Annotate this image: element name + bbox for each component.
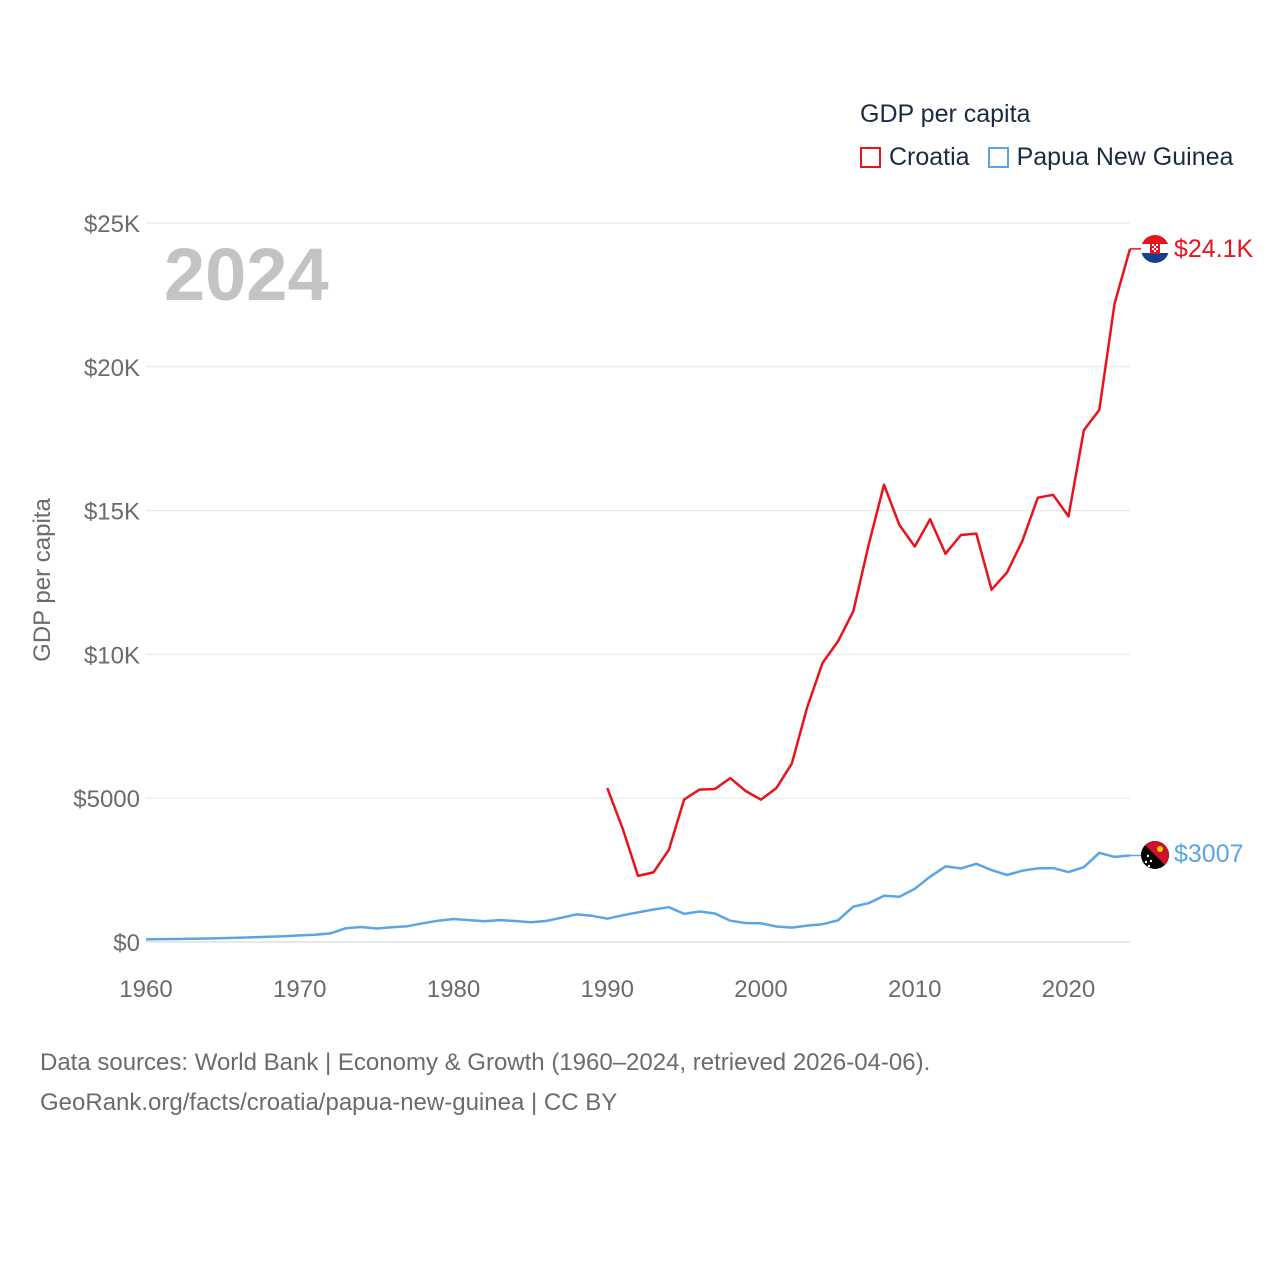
x-tick-label: 2000	[734, 976, 787, 1003]
legend-swatch-croatia	[860, 147, 881, 168]
y-tick-label: $0	[113, 930, 140, 957]
x-tick-label: 1960	[119, 976, 172, 1003]
x-tick-label: 1970	[273, 976, 326, 1003]
croatia-flag-icon	[1141, 235, 1169, 263]
croatia-end-label: $24.1K	[1174, 235, 1254, 263]
papua-new-guinea-flag-icon	[1141, 841, 1169, 869]
year-watermark: 2024	[164, 233, 329, 316]
x-tick-label: 1990	[581, 976, 634, 1003]
plot-lines	[145, 248, 1141, 941]
chart: $0 $5000 $10K $15K $20K $25K 1960 1970 1980 1990…	[29, 211, 1254, 1003]
x-tick-label: 1980	[427, 976, 480, 1003]
x-axis: 1960 1970 1980 1990 2000 2010 2020	[119, 976, 1095, 1003]
y-tick-label: $25K	[84, 211, 140, 238]
x-tick-label: 2010	[888, 976, 941, 1003]
grid-lines	[146, 222, 1130, 943]
y-tick-label: $15K	[84, 499, 140, 526]
y-axis-title: GDP per capita	[29, 498, 56, 662]
png-end-label: $3007	[1174, 840, 1244, 868]
x-tick-label: 2020	[1042, 976, 1095, 1003]
sources-line-1: Data sources: World Bank | Economy & Gro…	[40, 1049, 931, 1076]
sources-link[interactable]: GeoRank.org/facts/croatia/papua-new-guin…	[40, 1089, 618, 1116]
y-tick-label: $20K	[84, 355, 140, 382]
end-markers	[1141, 235, 1169, 869]
y-tick-label: $10K	[84, 642, 140, 669]
legend-swatch-papua-new-guinea	[987, 147, 1009, 168]
legend-item-croatia[interactable]: Croatia	[860, 143, 970, 172]
legend-title: GDP per capita	[860, 100, 1031, 128]
data-sources: Data sources: World Bank | Economy & Gro…	[40, 1043, 930, 1123]
legend-label-papua-new-guinea: Papua New Guinea	[1016, 143, 1234, 171]
series-line-papua-new-guinea[interactable]	[145, 851, 1131, 941]
legend-label-croatia: Croatia	[889, 143, 970, 171]
legend: Croatia Papua New Guinea	[860, 143, 1251, 172]
legend-item-papua-new-guinea[interactable]: Papua New Guinea	[987, 143, 1234, 172]
series-line-croatia[interactable]	[606, 248, 1132, 878]
y-axis: $0 $5000 $10K $15K $20K $25K	[73, 211, 140, 957]
y-tick-label: $5000	[73, 786, 140, 813]
